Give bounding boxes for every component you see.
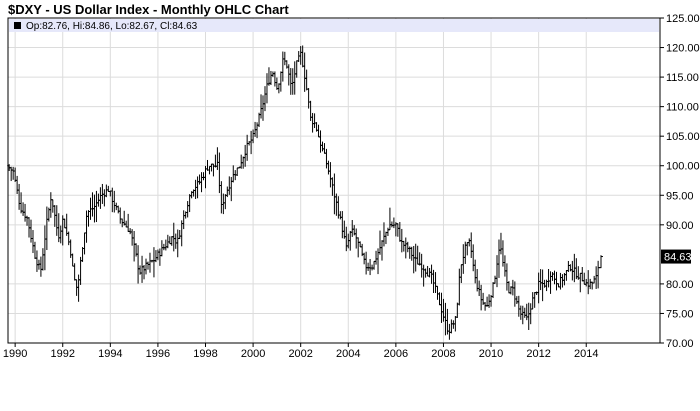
ohlc-bar [598, 255, 603, 269]
last-value-label: 84.63 [664, 252, 692, 264]
x-tick-label: 2014 [574, 348, 598, 360]
x-tick-label: 2010 [479, 348, 503, 360]
y-tick-label: 70.00 [666, 338, 694, 350]
chart-title: $DXY - US Dollar Index - Monthly OHLC Ch… [8, 2, 289, 17]
x-tick-label: 2004 [336, 348, 360, 360]
y-tick-label: 125.00 [666, 13, 700, 25]
x-tick-label: 2008 [431, 348, 455, 360]
y-tick-label: 100.00 [666, 161, 700, 173]
info-bar-text: Op:82.76, Hi:84.86, Lo:82.67, Cl:84.63 [26, 21, 198, 32]
x-tick-label: 1998 [193, 348, 217, 360]
y-tick-label: 120.00 [666, 43, 700, 55]
y-tick-label: 95.00 [666, 190, 694, 202]
last-value-badge [661, 249, 691, 264]
info-bar [9, 19, 659, 32]
x-tick-label: 1992 [50, 348, 74, 360]
y-tick-label: 110.00 [666, 102, 699, 114]
y-tick-label: 115.00 [666, 72, 699, 84]
y-tick-label: 75.00 [666, 308, 694, 320]
x-tick-label: 1996 [146, 348, 170, 360]
y-tick-label: 105.00 [666, 131, 700, 143]
x-tick-label: 2002 [288, 348, 312, 360]
x-tick-label: 1994 [98, 348, 122, 360]
x-tick-label: 2006 [384, 348, 408, 360]
x-tick-label: 2012 [526, 348, 550, 360]
y-tick-label: 80.00 [666, 279, 694, 291]
x-tick-label: 1990 [3, 348, 27, 360]
plot-border [7, 17, 661, 344]
series-swatch-icon [14, 22, 21, 29]
y-tick-label: 90.00 [666, 220, 694, 232]
x-tick-label: 2000 [241, 348, 265, 360]
